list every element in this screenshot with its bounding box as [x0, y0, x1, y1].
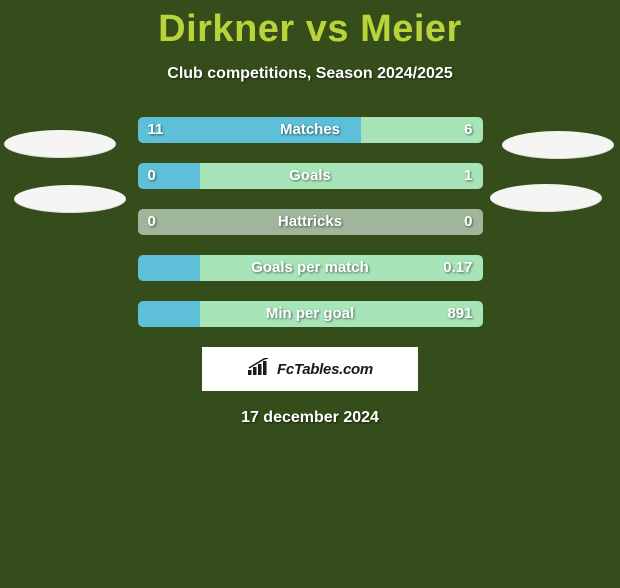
subtitle: Club competitions, Season 2024/2025 — [0, 65, 620, 83]
stat-row: 0.17Goals per match — [138, 255, 483, 281]
chart-icon — [247, 358, 271, 381]
source-badge: FcTables.com — [202, 347, 418, 391]
stat-label: Hattricks — [138, 209, 483, 235]
stat-row: 00Hattricks — [138, 209, 483, 235]
stat-row: 116Matches — [138, 117, 483, 143]
player-badge-right — [502, 131, 614, 159]
stat-label: Min per goal — [138, 301, 483, 327]
stat-row: 01Goals — [138, 163, 483, 189]
stat-label: Goals — [138, 163, 483, 189]
badge-text: FcTables.com — [277, 361, 373, 378]
stat-label: Goals per match — [138, 255, 483, 281]
stat-label: Matches — [138, 117, 483, 143]
player-badge-right — [490, 184, 602, 212]
stat-row: 891Min per goal — [138, 301, 483, 327]
player-badge-left — [14, 185, 126, 213]
page-title: Dirkner vs Meier — [0, 8, 620, 51]
player-badge-left — [4, 130, 116, 158]
date-text: 17 december 2024 — [0, 409, 620, 427]
